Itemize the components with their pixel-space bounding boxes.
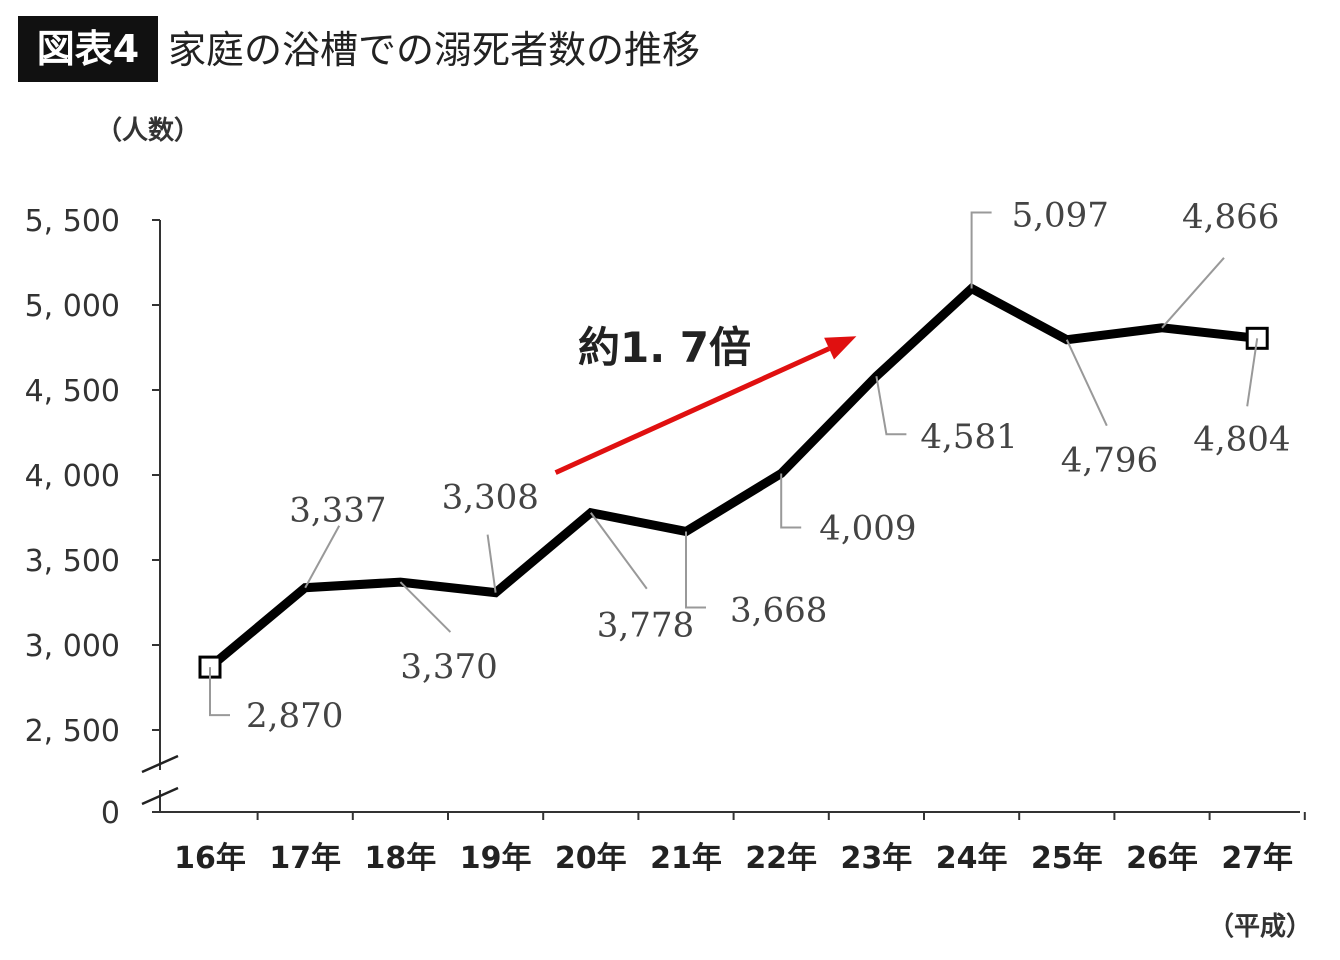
y-tick-label: 4, 500: [25, 374, 120, 409]
data-label-leader: [1161, 257, 1225, 329]
data-label: 4,009: [819, 508, 916, 548]
x-tick-label: 25年: [1031, 841, 1103, 876]
data-label-leader: [589, 512, 648, 590]
data-label-leader: [209, 667, 230, 717]
x-tick-label: 18年: [365, 841, 437, 876]
figure-badge: 図表4: [18, 16, 158, 82]
data-label-leader: [780, 473, 802, 529]
axis-break-mark: [141, 754, 179, 774]
series-line: [207, 283, 1258, 671]
y-tick-label: 2, 500: [25, 714, 120, 749]
y-tick-label: 3, 000: [25, 629, 120, 664]
growth-annotation: 約1. 7倍: [578, 323, 751, 372]
x-tick-label: 17年: [269, 841, 341, 876]
x-tick-label: 26年: [1126, 841, 1198, 876]
data-label: 4,796: [1061, 441, 1158, 481]
data-label: 4,581: [920, 417, 1017, 457]
y-tick-label: 0: [101, 796, 120, 831]
x-tick-label: 16年: [174, 841, 246, 876]
x-tick-label: 27年: [1221, 841, 1293, 876]
data-label: 3,308: [442, 478, 539, 518]
x-tick-label: 23年: [841, 841, 913, 876]
data-label-leader: [875, 376, 907, 436]
y-tick-label: 5, 500: [25, 204, 120, 239]
data-label: 3,337: [289, 491, 386, 531]
data-label-leader: [399, 581, 452, 633]
growth-arrow: [554, 346, 831, 475]
chart-title: 家庭の浴槽での溺死者数の推移: [168, 28, 701, 72]
y-axis-unit: （人数）: [96, 116, 201, 146]
data-label-leader: [486, 534, 497, 593]
x-axis-unit: （平成）: [1208, 912, 1313, 942]
data-label: 3,778: [597, 606, 694, 646]
data-label-leader: [970, 211, 992, 289]
x-tick-label: 24年: [936, 841, 1008, 876]
x-tick-label: 19年: [460, 841, 532, 876]
data-label-leader: [1246, 338, 1259, 407]
data-label-leader: [1065, 339, 1108, 427]
x-tick-label: 22年: [745, 841, 817, 876]
data-label: 4,866: [1182, 197, 1279, 237]
data-label: 3,370: [400, 647, 497, 687]
data-label: 2,870: [246, 696, 343, 736]
growth-arrow-head: [824, 336, 857, 360]
data-label: 4,804: [1193, 419, 1290, 459]
y-tick-label: 3, 500: [25, 544, 120, 579]
x-tick-label: 21年: [650, 841, 722, 876]
data-label: 5,097: [1012, 196, 1109, 236]
y-tick-label: 5, 000: [25, 289, 120, 324]
axis-break-mark: [141, 786, 179, 806]
data-label: 3,668: [730, 590, 827, 630]
y-tick-label: 4, 000: [25, 459, 120, 494]
data-label-leader: [685, 531, 706, 609]
data-label-leader: [304, 525, 341, 589]
x-tick-label: 20年: [555, 841, 627, 876]
